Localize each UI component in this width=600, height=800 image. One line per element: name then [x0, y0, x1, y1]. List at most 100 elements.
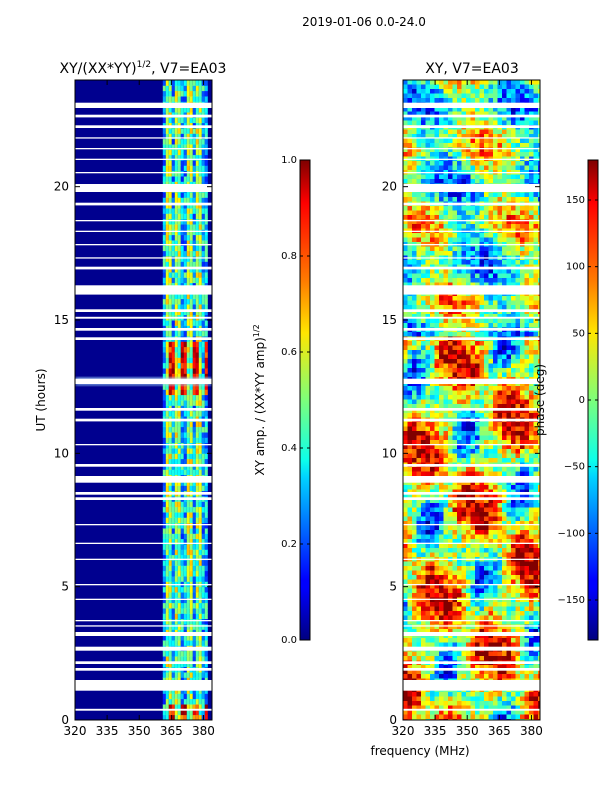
left-cell [198, 277, 202, 284]
left-cell [192, 602, 196, 609]
left-cell [195, 218, 199, 225]
left-cell [165, 565, 169, 572]
right-cell [479, 440, 485, 445]
right-cell [529, 237, 534, 243]
left-cell [180, 586, 184, 593]
left-cell [180, 106, 184, 113]
right-cell [479, 179, 485, 184]
right-cell [529, 453, 534, 459]
right-cell [452, 174, 458, 180]
right-cell [452, 485, 458, 490]
right-cell [497, 147, 503, 153]
right-cell [493, 318, 498, 324]
right-cell [479, 345, 485, 351]
left-cell [171, 586, 175, 593]
left-cell [162, 368, 166, 374]
left-cell [201, 165, 205, 172]
right-cell [502, 449, 507, 454]
left-cell [192, 672, 196, 678]
right-cell [425, 219, 431, 225]
right-cell [421, 161, 426, 166]
right-cell [452, 512, 458, 517]
left-cell [186, 570, 190, 577]
right-cell [479, 116, 485, 121]
right-cell [497, 440, 503, 445]
right-cell [533, 426, 539, 432]
right-cell [479, 444, 485, 450]
left-cell [192, 213, 196, 220]
right-cell [484, 453, 489, 459]
left-cell [177, 480, 181, 486]
left-cell [204, 154, 208, 161]
right-cell [448, 426, 453, 432]
left-cell [183, 709, 187, 716]
left-cell [186, 672, 190, 678]
right-cell [497, 273, 503, 279]
left-cell [189, 138, 193, 145]
right-cell [461, 197, 467, 202]
right-cell [520, 98, 525, 103]
right-cell [461, 449, 467, 454]
right-cell [488, 89, 494, 94]
left-cell [174, 442, 178, 449]
right-cell [515, 332, 521, 337]
right-cell [439, 494, 444, 499]
left-cell [183, 698, 187, 705]
right-cell [430, 489, 435, 495]
right-cell [412, 251, 417, 256]
right-cell [407, 233, 413, 238]
left-cell [174, 522, 178, 529]
left-cell [201, 160, 205, 166]
right-cell [506, 489, 512, 495]
flagged-gap [75, 316, 212, 319]
right-cell [497, 444, 503, 450]
right-cell [425, 516, 431, 522]
right-cell [439, 363, 444, 369]
right-cell [416, 516, 422, 522]
right-cell [403, 426, 408, 432]
right-cell [461, 458, 467, 463]
left-cell [198, 149, 202, 156]
right-cell [430, 444, 435, 450]
right-cell [497, 359, 503, 364]
left-cell [177, 512, 181, 518]
left-cell [183, 714, 187, 720]
left-cell [198, 565, 202, 572]
right-cell [452, 215, 458, 220]
left-cell [165, 389, 169, 396]
left-cell [162, 224, 166, 230]
right-cell [493, 503, 498, 508]
right-cell [443, 485, 449, 490]
right-cell [502, 152, 507, 157]
right-cell [515, 305, 521, 310]
right-cell [493, 494, 498, 499]
left-cell [183, 144, 187, 150]
right-cell [479, 260, 485, 265]
left-cell [192, 357, 196, 364]
right-cell [520, 471, 525, 477]
left-cell [177, 576, 181, 582]
right-cell [538, 84, 540, 90]
left-cell [174, 229, 178, 236]
right-cell [484, 332, 489, 337]
right-cell [475, 260, 480, 265]
right-cell [484, 426, 489, 432]
left-cell [192, 704, 196, 710]
right-cell [461, 390, 467, 396]
right-cell [502, 165, 507, 171]
left-cell [198, 368, 202, 374]
left-cell [192, 320, 196, 326]
right-cell [461, 174, 467, 180]
right-cell [484, 359, 489, 364]
right-cell [502, 440, 507, 445]
right-cell [488, 368, 494, 373]
left-cell [195, 693, 199, 700]
right-cell [497, 503, 503, 508]
right-cell [506, 390, 512, 396]
left-cell [171, 602, 175, 609]
left-cell [192, 517, 196, 524]
right-cell [403, 498, 408, 504]
flagged-gap [75, 524, 212, 526]
left-cell [171, 634, 175, 641]
right-cell [439, 197, 444, 202]
